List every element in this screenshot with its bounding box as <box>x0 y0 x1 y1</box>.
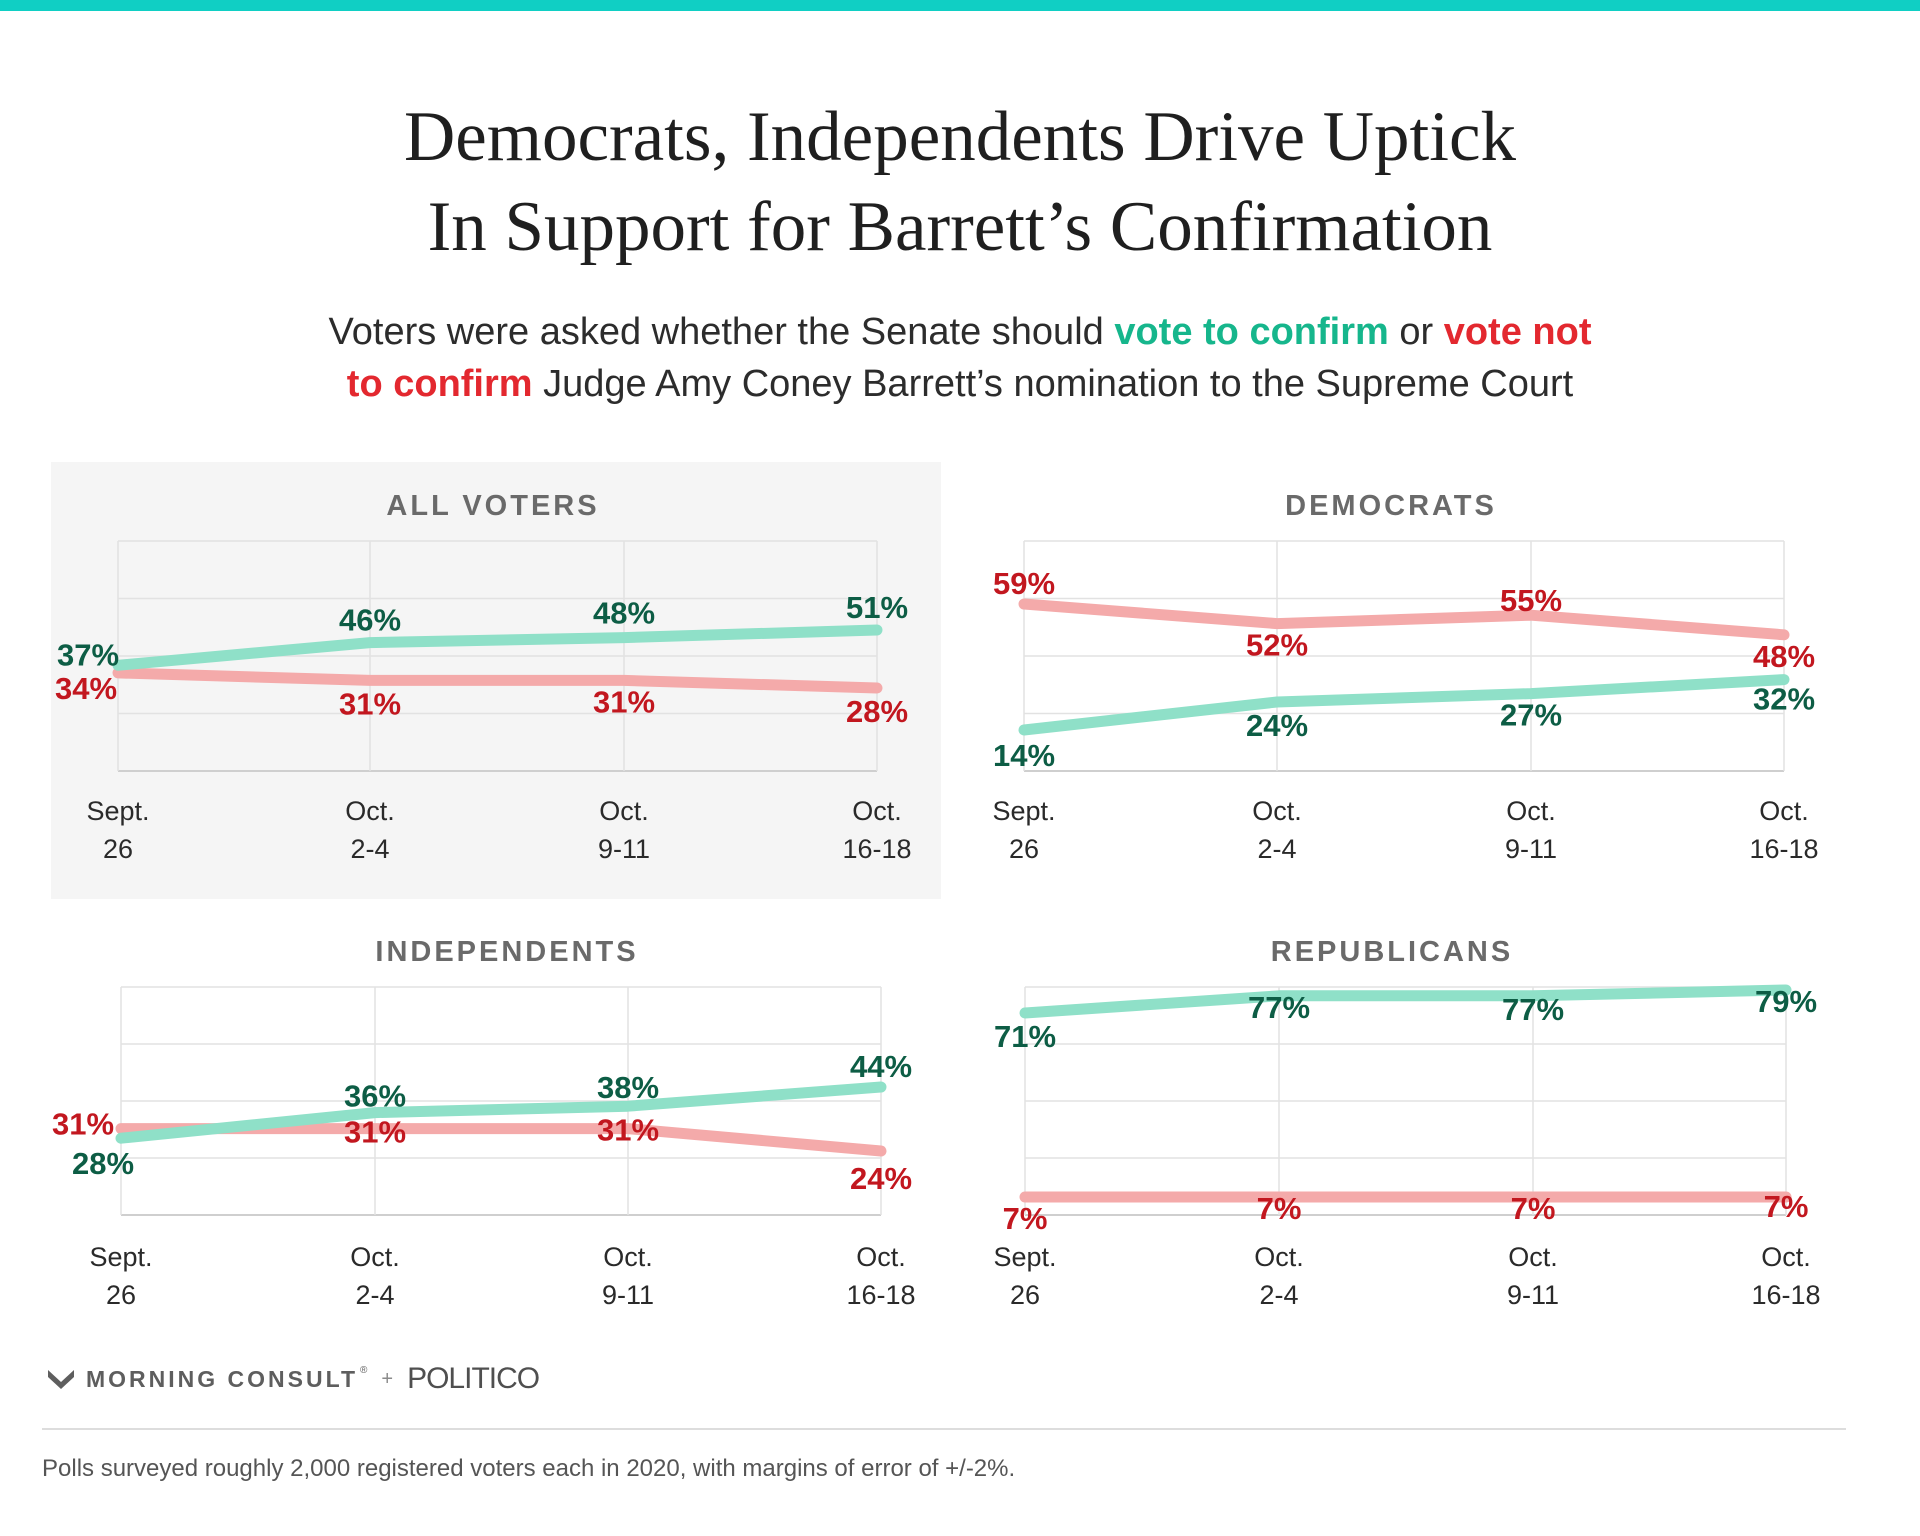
republicans-x-tick-label-2-1: 9-11 <box>1507 1280 1559 1310</box>
all-voters-x-tick-label-0-0: Sept. <box>86 796 149 826</box>
democrats-not-confirm-label-1: 52% <box>1246 628 1308 663</box>
all-voters-x-tick-label-1-0: Oct. <box>345 796 395 826</box>
republicans-not-confirm-label-3: 7% <box>1764 1189 1809 1224</box>
democrats-x-tick-label-0-0: Sept. <box>992 796 1055 826</box>
all-voters-x-tick-label-3-1: 16-18 <box>842 834 911 864</box>
republicans-x-tick-label-3-0: Oct. <box>1761 1242 1811 1272</box>
independents-not-confirm-label-1: 31% <box>344 1115 406 1150</box>
republicans-confirm-label-3: 79% <box>1755 984 1817 1019</box>
democrats-not-confirm-line <box>1018 598 1790 641</box>
republicans-not-confirm-label-1: 7% <box>1257 1191 1302 1226</box>
democrats-x-tick-label-2-1: 9-11 <box>1505 834 1557 864</box>
democrats-not-confirm-label-2: 55% <box>1500 583 1562 618</box>
republicans-x-tick-label-1-0: Oct. <box>1254 1242 1304 1272</box>
all-voters-confirm-label-2: 48% <box>593 596 655 631</box>
all-voters-not-confirm-label-1: 31% <box>339 686 401 721</box>
all-voters-x-tick-label-3-0: Oct. <box>852 796 902 826</box>
independents-confirm-label-0: 28% <box>72 1146 134 1181</box>
independents-x-tick-label-2-1: 9-11 <box>602 1280 654 1310</box>
all-voters-not-confirm-label-0: 34% <box>55 671 117 706</box>
democrats-panel-title: DEMOCRATS <box>1285 490 1497 522</box>
democrats-confirm-label-3: 32% <box>1753 682 1815 717</box>
independents-confirm-line <box>115 1081 887 1144</box>
democrats-x-tick-label-3-0: Oct. <box>1759 796 1809 826</box>
democrats-x-tick-label-0-1: 26 <box>1009 834 1039 864</box>
all-voters-confirm-label-1: 46% <box>339 603 401 638</box>
democrats-confirm-line <box>1018 674 1790 736</box>
all-voters-confirm-label-0: 37% <box>57 637 119 672</box>
morning-consult-logo-icon <box>48 1370 74 1389</box>
republicans-confirm-label-2: 77% <box>1502 992 1564 1027</box>
republicans-confirm-label-1: 77% <box>1248 990 1310 1025</box>
subtitle-to-confirm: to confirm <box>346 363 533 405</box>
independents-not-confirm-label-3: 24% <box>850 1161 912 1196</box>
democrats-x-tick-label-3-1: 16-18 <box>1749 834 1818 864</box>
subtitle-text-1: Voters were asked whether the Senate sho… <box>328 311 1115 353</box>
republicans-x-tick-label-1-1: 2-4 <box>1259 1280 1298 1310</box>
all-voters-x-tick-label-2-1: 9-11 <box>598 834 650 864</box>
chart-title: Democrats, Independents Drive Uptick In … <box>0 92 1920 272</box>
democrats-confirm-label-2: 27% <box>1500 698 1562 733</box>
all-voters-x-tick-label-2-0: Oct. <box>599 796 649 826</box>
democrats-confirm-label-0: 14% <box>993 738 1055 773</box>
all-voters-not-confirm-label-2: 31% <box>593 684 655 719</box>
republicans-not-confirm-label-2: 7% <box>1511 1191 1556 1226</box>
all-voters-confirm-line <box>112 624 883 671</box>
all-voters-confirm-label-3: 51% <box>846 590 908 625</box>
independents-not-confirm-label-2: 31% <box>597 1113 659 1148</box>
republicans-x-tick-label-0-1: 26 <box>1010 1280 1040 1310</box>
chart-title-line-2: In Support for Barrett’s Confirmation <box>427 188 1493 266</box>
independents-x-tick-label-2-0: Oct. <box>603 1242 653 1272</box>
all-voters-not-confirm-line <box>112 667 883 694</box>
all-voters-not-confirm-label-3: 28% <box>846 694 908 729</box>
subtitle-line-1: Voters were asked whether the Senate sho… <box>0 306 1920 358</box>
subtitle-vote-not: vote not <box>1443 311 1592 353</box>
politico-logo-text: POLITICO <box>407 1362 540 1395</box>
democrats-x-tick-label-1-1: 2-4 <box>1257 834 1296 864</box>
subtitle-vote-to-confirm: vote to confirm <box>1114 311 1389 353</box>
footnote: Polls surveyed roughly 2,000 registered … <box>42 1455 1016 1482</box>
republicans-x-tick-label-3-1: 16-18 <box>1751 1280 1820 1310</box>
independents-confirm-label-2: 38% <box>597 1070 659 1105</box>
independents-x-tick-label-3-1: 16-18 <box>846 1280 915 1310</box>
republicans-x-tick-label-0-0: Sept. <box>993 1242 1056 1272</box>
independents-panel-title: INDEPENDENTS <box>375 936 638 968</box>
brand-logos: MORNING CONSULT ® + POLITICO <box>46 1362 540 1396</box>
all-voters-x-tick-label-1-1: 2-4 <box>350 834 389 864</box>
independents-confirm-label-3: 44% <box>850 1049 912 1084</box>
all-voters-x-tick-label-0-1: 26 <box>103 834 133 864</box>
republicans-panel-title: REPUBLICANS <box>1271 936 1513 968</box>
chart-title-line-1: Democrats, Independents Drive Uptick <box>404 98 1516 176</box>
independents-x-tick-label-1-1: 2-4 <box>355 1280 394 1310</box>
republicans-confirm-label-0: 71% <box>994 1019 1056 1054</box>
independents-x-tick-label-0-0: Sept. <box>89 1242 152 1272</box>
brand-plus: + <box>381 1367 394 1390</box>
independents-x-tick-label-3-0: Oct. <box>856 1242 906 1272</box>
subtitle-text-2: or <box>1388 311 1444 353</box>
republicans-x-tick-label-2-0: Oct. <box>1508 1242 1558 1272</box>
registered-mark: ® <box>360 1364 368 1376</box>
independents-confirm-label-1: 36% <box>344 1079 406 1114</box>
subtitle-text-3: Judge Amy Coney Barrett’s nomination to … <box>532 363 1574 405</box>
morning-consult-logo-text: MORNING CONSULT <box>86 1365 359 1392</box>
subtitle-line-2: to confirm Judge Amy Coney Barrett’s nom… <box>0 358 1920 410</box>
democrats-x-tick-label-2-0: Oct. <box>1506 796 1556 826</box>
democrats-x-tick-label-1-0: Oct. <box>1252 796 1302 826</box>
republicans-not-confirm-label-0: 7% <box>1003 1201 1048 1236</box>
democrats-not-confirm-label-0: 59% <box>993 566 1055 601</box>
democrats-confirm-label-1: 24% <box>1246 708 1308 743</box>
independents-x-tick-label-0-1: 26 <box>106 1280 136 1310</box>
independents-x-tick-label-1-0: Oct. <box>350 1242 400 1272</box>
independents-not-confirm-label-0: 31% <box>52 1107 114 1142</box>
top-accent-bar <box>0 0 1920 11</box>
chart-subtitle: Voters were asked whether the Senate sho… <box>0 306 1920 410</box>
republicans-confirm-line <box>1019 984 1792 1019</box>
democrats-not-confirm-label-3: 48% <box>1753 639 1815 674</box>
footer-divider <box>42 1428 1846 1430</box>
all-voters-panel-title: ALL VOTERS <box>386 490 599 522</box>
